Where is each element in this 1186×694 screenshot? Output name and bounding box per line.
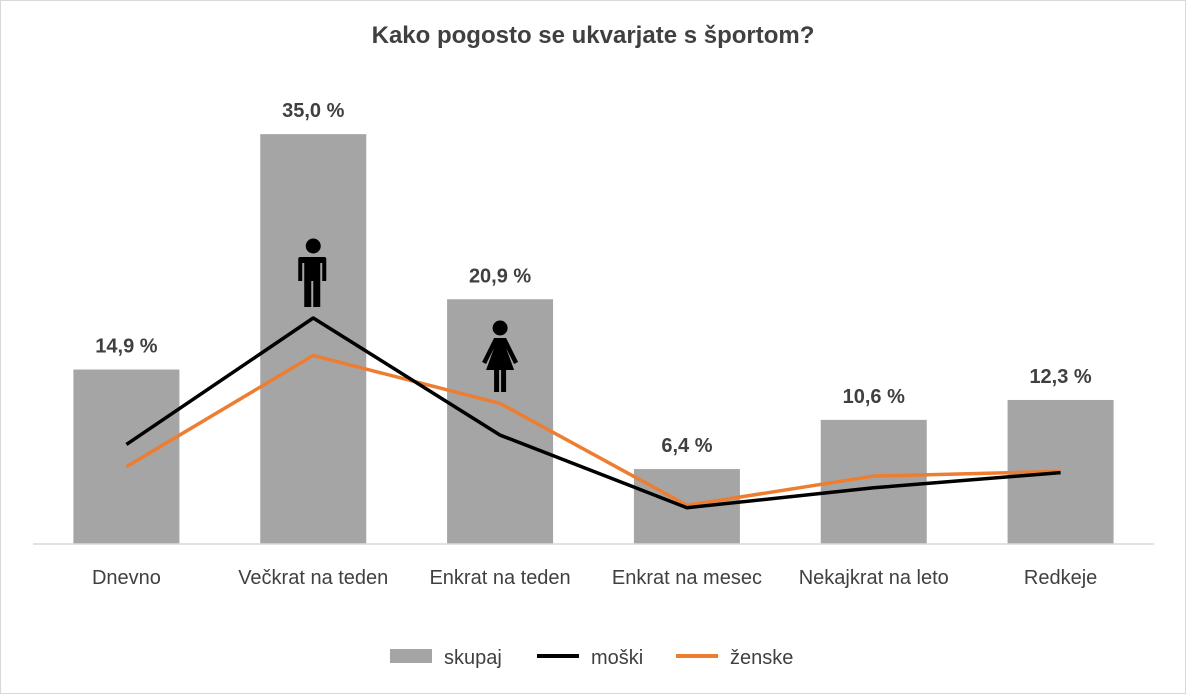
legend-item-moški: moški <box>537 647 643 669</box>
data-label-5: 12,3 % <box>1029 366 1091 388</box>
woman-icon <box>482 320 519 392</box>
data-label-1: 35,0 % <box>282 100 344 122</box>
legend-label-ženske: ženske <box>730 647 793 669</box>
legend-item-ženske: ženske <box>676 647 793 669</box>
bar-0 <box>73 369 180 544</box>
data-label-0: 14,9 % <box>95 336 157 358</box>
legend-swatch-skupaj <box>390 649 432 663</box>
legend-item-skupaj: skupaj <box>390 647 502 669</box>
data-label-2: 20,9 % <box>469 265 531 287</box>
legend-label-skupaj: skupaj <box>444 647 502 669</box>
man-icon <box>298 238 327 307</box>
category-label-4: Nekajkrat na leto <box>799 567 949 589</box>
bar-2 <box>447 299 554 544</box>
category-label-2: Enkrat na teden <box>429 567 570 589</box>
chart-title: Kako pogosto se ukvarjate s športom? <box>371 22 815 49</box>
data-label-3: 6,4 % <box>661 435 712 457</box>
category-label-1: Večkrat na teden <box>238 567 388 589</box>
bar-1 <box>260 134 367 544</box>
series-line-moški <box>125 316 1061 510</box>
category-label-0: Dnevno <box>92 567 161 589</box>
data-label-4: 10,6 % <box>843 386 905 408</box>
category-label-5: Redkeje <box>1024 567 1097 589</box>
series-line-ženske <box>125 353 1061 508</box>
category-label-3: Enkrat na mesec <box>612 567 762 589</box>
legend-label-moški: moški <box>591 647 643 669</box>
